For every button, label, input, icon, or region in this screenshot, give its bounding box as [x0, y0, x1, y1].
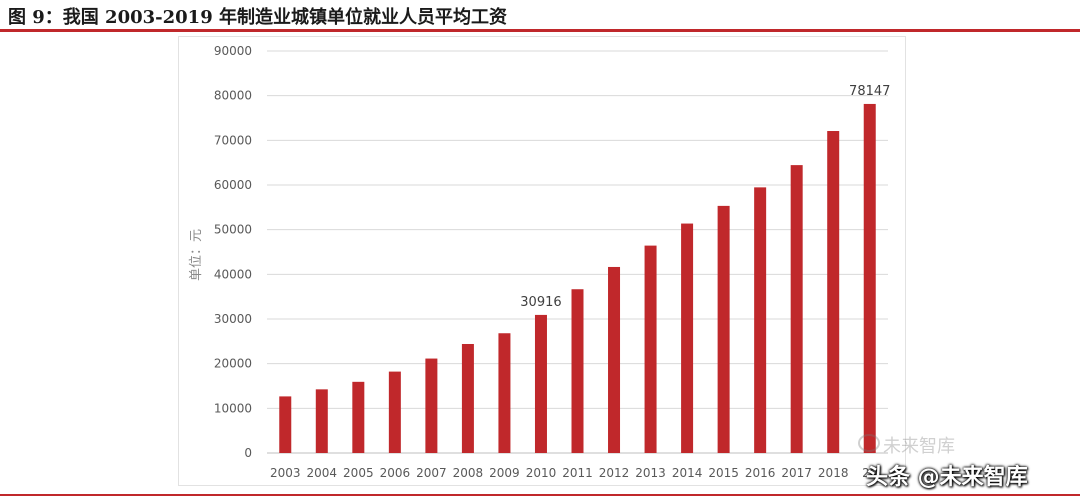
y-tick-label: 90000: [214, 44, 252, 58]
x-tick-label: 2007: [416, 466, 447, 480]
x-tick-label: 2009: [489, 466, 520, 480]
bar-2016: [754, 187, 767, 453]
y-tick-label: 60000: [214, 178, 252, 192]
data-labels: 30916 78147: [520, 84, 890, 310]
x-tick-label: 2008: [453, 466, 484, 480]
x-tick-label: 2011: [562, 466, 593, 480]
y-tick-label: 20000: [214, 357, 252, 371]
data-label: 78147: [849, 84, 890, 99]
x-tick-label: 20: [862, 466, 877, 480]
x-tick-label: 2005: [343, 466, 374, 480]
x-tick-label: 2017: [781, 466, 812, 480]
y-axis-label: 单位：元: [189, 229, 204, 281]
bar-2007: [425, 358, 438, 453]
x-tick-label: 2016: [745, 466, 776, 480]
x-tick-label: 2006: [380, 466, 411, 480]
bar-2004: [315, 389, 328, 453]
y-tick-label: 30000: [214, 312, 252, 326]
x-tick-label: 2015: [708, 466, 739, 480]
bar-2017: [790, 165, 803, 454]
figure-title: 图 9：我国 2003-2019 年制造业城镇单位就业人员平均工资: [8, 7, 507, 28]
bar-2014: [681, 223, 694, 453]
bar-2015: [717, 205, 730, 453]
x-tick-label: 2014: [672, 466, 703, 480]
watermark-handle: 头条 @未来智库: [866, 465, 1028, 490]
x-tick-label: 2013: [635, 466, 666, 480]
x-tick-label: 2010: [526, 466, 557, 480]
y-tick-label: 0: [244, 446, 252, 460]
watermark-icon: [858, 434, 880, 452]
bar-2019: [863, 103, 876, 454]
bar-2009: [498, 333, 511, 453]
x-tick-label: 2004: [307, 466, 338, 480]
y-tick-label: 10000: [214, 401, 252, 415]
x-tick-label: 2012: [599, 466, 630, 480]
bar-2005: [352, 381, 365, 453]
y-tick-labels: 0 10000 20000 30000 40000 50000 60000 70000 8000…: [214, 44, 252, 460]
y-tick-label: 80000: [214, 89, 252, 103]
y-tick-label: 70000: [214, 133, 252, 147]
data-label: 30916: [520, 295, 561, 310]
x-tick-label: 2018: [818, 466, 849, 480]
bars: [279, 103, 876, 454]
x-tick-labels: 2003 2004 2005 2006 2007 2008 2009 2010 2011 2012…: [270, 466, 877, 480]
bar-2013: [644, 245, 657, 453]
bottom-rule: [0, 494, 1080, 496]
x-tick-label: 2003: [270, 466, 301, 480]
y-tick-label: 40000: [214, 267, 252, 281]
bar-2010: [534, 314, 547, 453]
bar-2012: [608, 266, 621, 453]
bar-2008: [461, 343, 474, 453]
bar-2018: [827, 131, 840, 453]
bar-2006: [388, 371, 401, 453]
y-tick-label: 50000: [214, 223, 252, 237]
bar-2003: [279, 396, 292, 453]
bar-2011: [571, 289, 584, 453]
watermark-text: 未来智库: [883, 436, 955, 457]
top-rule: [0, 29, 1080, 32]
chart-frame: [178, 36, 906, 486]
grid-layer: [267, 50, 888, 454]
